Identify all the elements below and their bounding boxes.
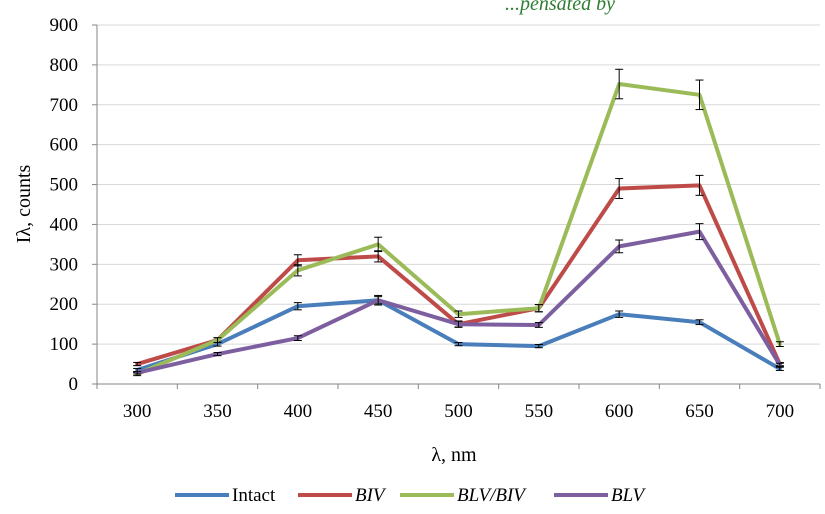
error-bar xyxy=(615,68,624,100)
series-blv xyxy=(133,223,784,375)
x-tick-label-600: 600 xyxy=(605,401,634,422)
legend-item-intact: Intact xyxy=(175,485,276,506)
y-tick-label-300: 300 xyxy=(50,254,79,275)
series-line-3 xyxy=(135,229,782,375)
error-bar xyxy=(374,294,383,306)
error-bar xyxy=(615,178,624,200)
y-tick-label-200: 200 xyxy=(50,294,79,315)
error-bar xyxy=(534,304,543,313)
x-tick-label-650: 650 xyxy=(685,401,714,422)
error-bar xyxy=(695,79,704,111)
top-clipped-text: ...pensated by xyxy=(505,0,615,15)
error-bar xyxy=(454,320,463,328)
series-group xyxy=(133,68,784,377)
error-bar xyxy=(695,319,704,326)
error-bar xyxy=(775,362,784,367)
x-axis-ticks: 300 350 400 450 500 550 600 650 700 xyxy=(96,384,821,422)
error-bar xyxy=(695,223,704,241)
x-tick-label-450: 450 xyxy=(364,401,393,422)
error-bar xyxy=(534,322,543,328)
series-blv-biv xyxy=(133,68,784,377)
y-tick-label-400: 400 xyxy=(50,214,79,235)
error-bar xyxy=(454,342,463,347)
error-bar xyxy=(133,361,142,367)
error-bar xyxy=(534,344,543,349)
error-bar xyxy=(293,302,302,311)
x-tick-label-300: 300 xyxy=(123,401,152,422)
x-tick-label-550: 550 xyxy=(525,401,554,422)
error-bar xyxy=(213,351,222,357)
y-axis-title: Iλ, counts xyxy=(13,164,35,243)
error-bar xyxy=(454,310,463,318)
y-tick-label-700: 700 xyxy=(50,95,79,116)
error-bar xyxy=(695,174,704,196)
x-tick-label-700: 700 xyxy=(766,401,795,422)
x-tick-label-400: 400 xyxy=(284,401,313,422)
y-tick-label-800: 800 xyxy=(50,55,79,76)
error-bar xyxy=(775,366,784,371)
y-tick-label-0: 0 xyxy=(69,374,79,395)
y-tick-label-900: 900 xyxy=(50,15,79,36)
error-bar xyxy=(775,341,784,348)
legend-label: BLV xyxy=(611,485,646,506)
error-bar xyxy=(293,264,302,277)
y-tick-label-600: 600 xyxy=(50,135,79,156)
legend-item-blv-biv: BLV/BIV xyxy=(400,485,527,506)
error-bar xyxy=(133,371,142,375)
x-axis-title: λ, nm xyxy=(431,444,477,466)
gridlines xyxy=(97,24,820,345)
error-bar xyxy=(374,236,383,253)
series-line-2 xyxy=(135,82,782,376)
x-tick-label-350: 350 xyxy=(203,401,232,422)
legend-label: BIV xyxy=(355,485,387,506)
error-bar xyxy=(213,337,222,344)
error-bar xyxy=(615,239,624,254)
legend-label: Intact xyxy=(232,485,276,506)
legend-item-biv: BIV xyxy=(298,485,387,506)
y-tick-label-500: 500 xyxy=(50,175,79,196)
x-tick-label-500: 500 xyxy=(444,401,473,422)
y-tick-label-100: 100 xyxy=(50,334,79,355)
legend-item-blv: BLV xyxy=(554,485,646,506)
legend-label: BLV/BIV xyxy=(457,485,527,506)
error-bar xyxy=(293,335,302,342)
series-intact xyxy=(133,296,784,373)
y-axis-ticks: 0 100 200 300 400 500 600 700 800 900 xyxy=(50,15,97,395)
legend: Intact BIV BLV/BIV BLV xyxy=(175,485,646,506)
axes xyxy=(96,25,820,385)
error-bar xyxy=(615,310,624,318)
